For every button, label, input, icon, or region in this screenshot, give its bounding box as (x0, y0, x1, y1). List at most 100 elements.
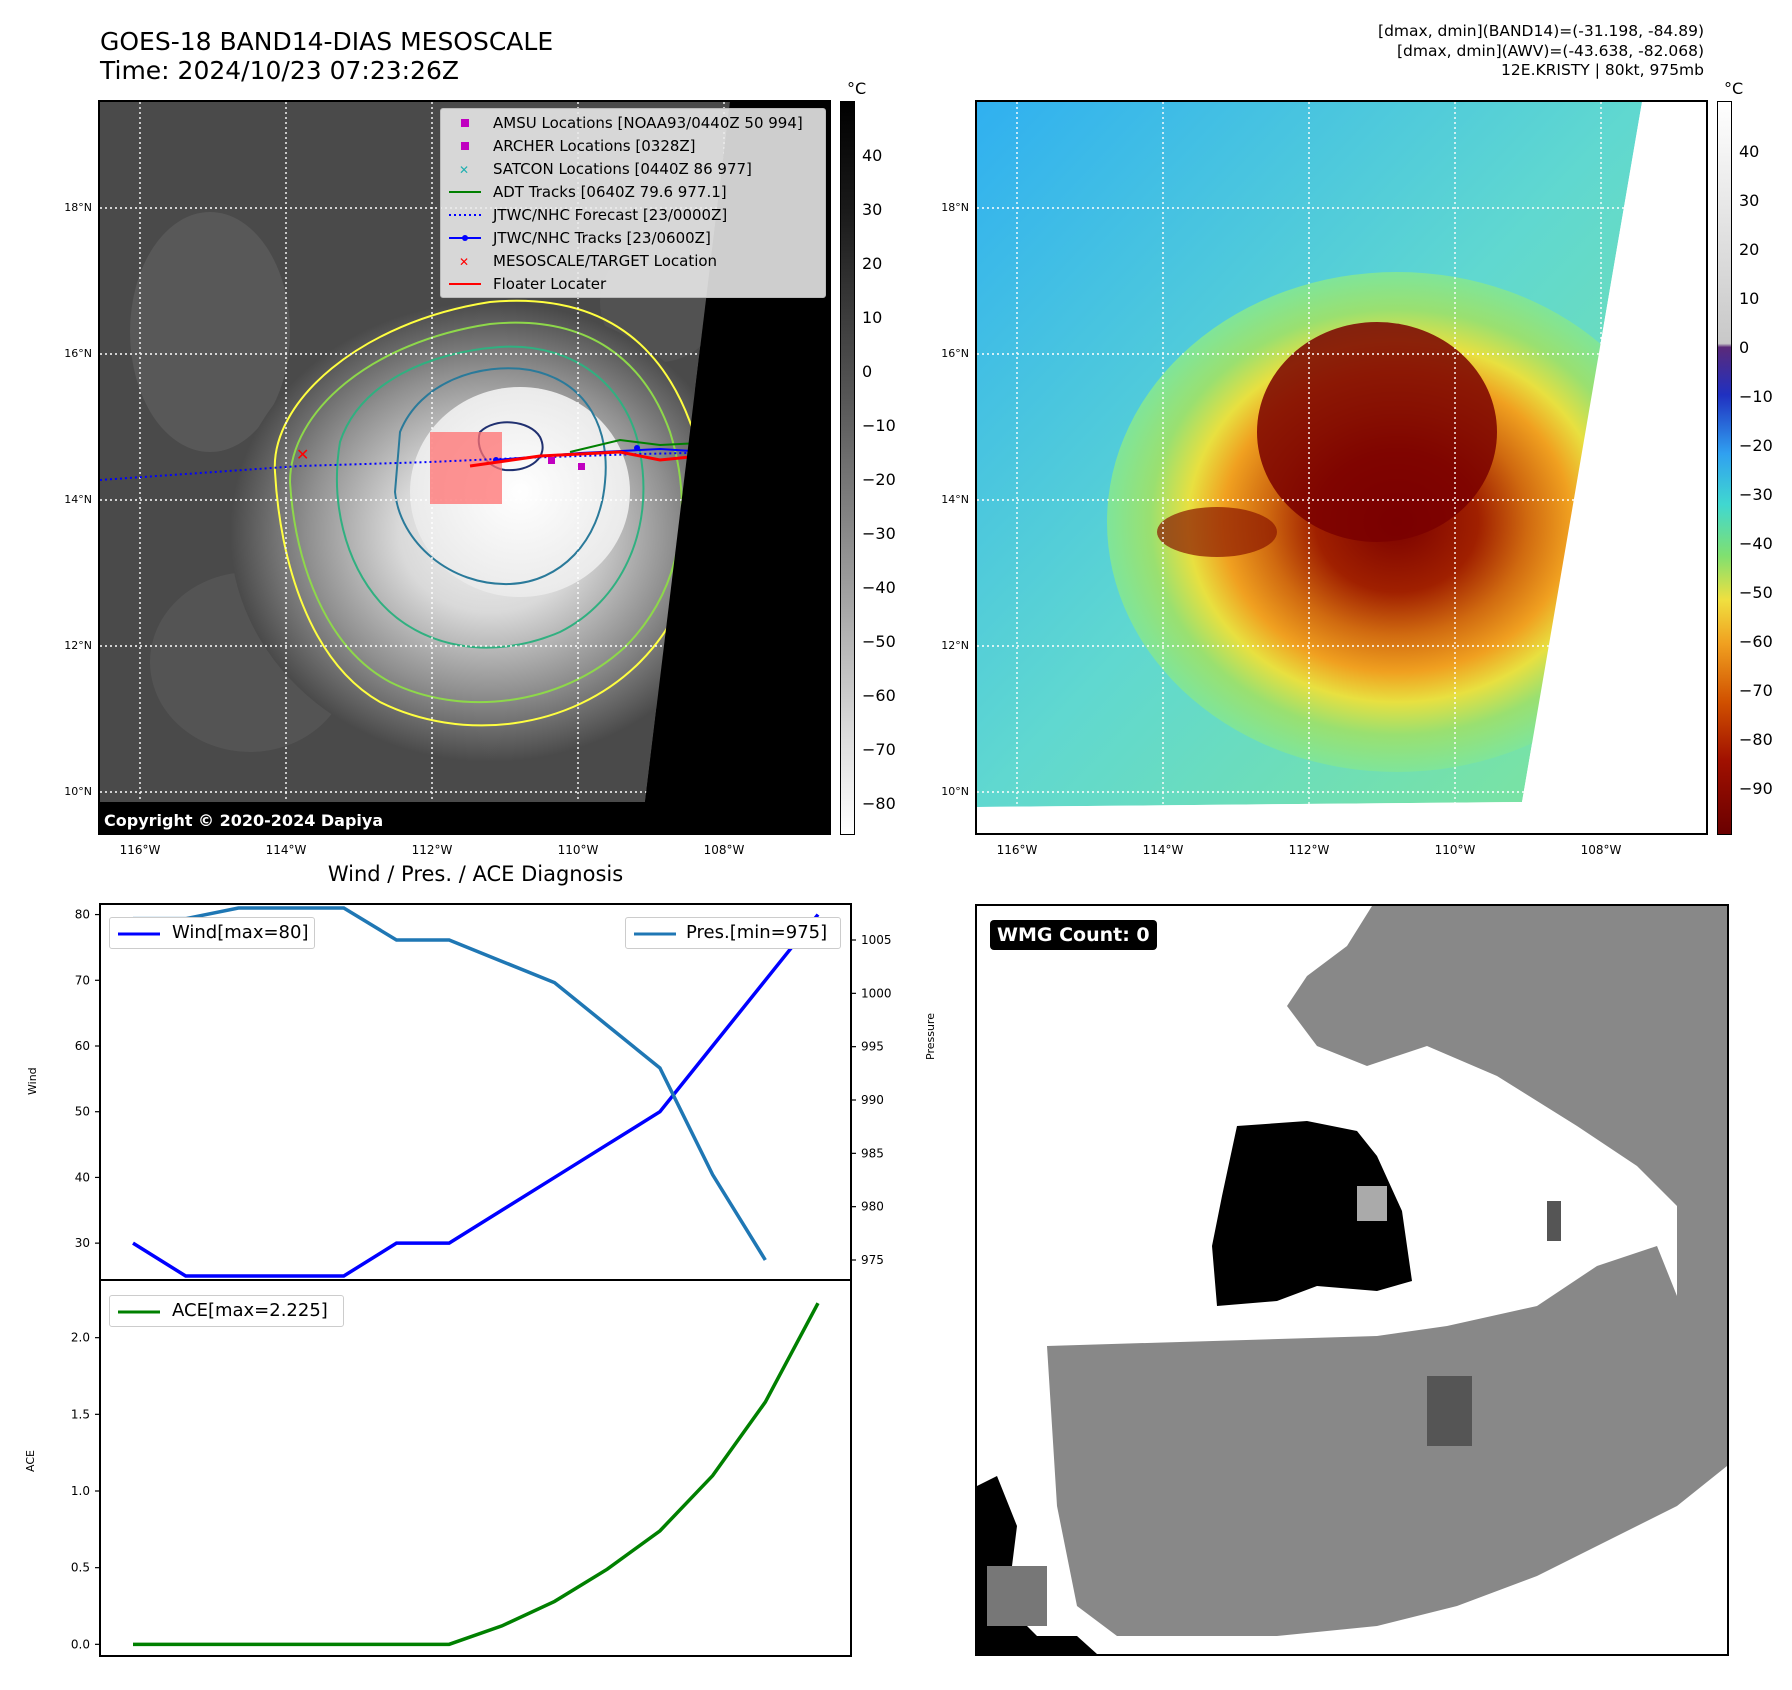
ir-map-panel: ✕ ✕ AMSU Locations [NOAA93/0440Z 50 994]… (98, 100, 831, 835)
cbl-tick: −30 (862, 524, 896, 543)
cbr-tick: −40 (1739, 534, 1773, 553)
ace-axis-label: ACE (24, 1450, 37, 1472)
pressure-legend-label: Pres.[min=975] (686, 922, 828, 943)
stats-block: [dmax, dmin](BAND14)=(-31.198, -84.89) [… (1378, 22, 1704, 81)
enh-gridlines (977, 102, 1706, 833)
cbr-tick: −50 (1739, 583, 1773, 602)
ace-legend: ACE[max=2.225] (109, 1295, 344, 1327)
cbr-tick: 0 (1739, 338, 1750, 357)
svg-text:✕: ✕ (459, 163, 469, 177)
cbr-tick: −90 (1739, 779, 1773, 798)
contour-teal (335, 345, 645, 649)
lat-label-12: 12°N (64, 639, 92, 652)
pressure-tick-label: 1005 (861, 933, 892, 947)
cbr-tick: −20 (1739, 436, 1773, 455)
target-marker: ✕ (296, 445, 309, 464)
pressure-line (133, 906, 767, 1261)
wmg-black-region (1212, 1121, 1412, 1306)
lat-label-12-r: 12°N (941, 639, 969, 652)
cbr-tick: 40 (1739, 142, 1760, 161)
lon-label-112-r: 112°W (1288, 843, 1330, 857)
ace-tick-label: 2.0 (71, 1331, 90, 1345)
wmg-gray-region-bottom (1047, 1246, 1727, 1636)
cbr-tick: −70 (1739, 681, 1773, 700)
copyright-label: Copyright © 2020-2024 Dapiya (100, 809, 390, 833)
lon-label-110: 110°W (557, 843, 599, 857)
lon-label-110-r: 110°W (1434, 843, 1476, 857)
title-line-2: Time: 2024/10/23 07:23:26Z (100, 56, 459, 85)
lon-label-114: 114°W (265, 843, 307, 857)
archer-marker (578, 463, 585, 470)
wmg-panel: WMG Count: 0 (975, 904, 1729, 1656)
cbr-tick: 30 (1739, 191, 1760, 210)
cbl-tick: 20 (862, 254, 883, 273)
cbl-tick: −80 (862, 794, 896, 813)
colorbar-right (1717, 101, 1732, 835)
cbl-tick: −70 (862, 740, 896, 759)
cbl-tick: 30 (862, 200, 883, 219)
ace-tick-label: 1.0 (71, 1484, 90, 1498)
forecast-track (100, 449, 829, 481)
lon-label-108: 108°W (703, 843, 745, 857)
wind-legend: Wind[max=80] (109, 917, 315, 949)
lat-label-16-r: 16°N (941, 347, 969, 360)
figure-title: GOES-18 BAND14-DIAS MESOSCALE Time: 2024/… (100, 27, 553, 85)
cbr-tick: −60 (1739, 632, 1773, 651)
lon-label-108-r: 108°W (1580, 843, 1622, 857)
cbr-tick: −10 (1739, 387, 1773, 406)
mesoscale-box (430, 432, 502, 504)
ace-tick-label: 1.5 (71, 1407, 90, 1421)
lon-label-114-r: 114°W (1142, 843, 1184, 857)
diagnosis-chart: 30 40 50 60 70 80 975 980 985 990 995 1000 1005 0.0 0.… (71, 903, 892, 1657)
lat-label-18-r: 18°N (941, 201, 969, 214)
wmg-gray-region-top (1287, 906, 1727, 1466)
colorbar-left-unit: °C (847, 79, 867, 98)
ace-line (133, 1302, 820, 1647)
cbl-tick: −50 (862, 632, 896, 651)
pressure-tick-label: 990 (861, 1093, 884, 1107)
wind-tick-label: 70 (75, 973, 90, 987)
ace-legend-label: ACE[max=2.225] (172, 1300, 328, 1321)
wind-axis-label: Wind (26, 1067, 39, 1095)
cbr-tick: 10 (1739, 289, 1760, 308)
wind-tick-label: 60 (75, 1039, 90, 1053)
lat-label-10: 10°N (64, 785, 92, 798)
cbl-tick: −40 (862, 578, 896, 597)
contour-blue (393, 367, 607, 586)
title-line-1: GOES-18 BAND14-DIAS MESOSCALE (100, 27, 554, 56)
lat-label-14-r: 14°N (941, 493, 969, 506)
cbl-tick: 40 (862, 146, 883, 165)
stats-line-2: [dmax, dmin](AWV)=(-43.638, -82.068) (1397, 41, 1704, 60)
colorbar-right-unit: °C (1724, 79, 1744, 98)
pressure-tick-label: 980 (861, 1200, 884, 1214)
enhanced-map-panel (975, 100, 1708, 835)
lon-label-116-r: 116°W (996, 843, 1038, 857)
wind-legend-label: Wind[max=80] (172, 922, 309, 943)
wind-tick-label: 80 (75, 908, 90, 922)
wmg-image (977, 906, 1727, 1654)
lat-label-14: 14°N (64, 493, 92, 506)
wind-pressure-frame (99, 903, 852, 1281)
pressure-tick-label: 985 (861, 1146, 884, 1160)
cbr-tick: −80 (1739, 730, 1773, 749)
wmg-count-badge: WMG Count: 0 (990, 920, 1157, 950)
lon-label-116: 116°W (119, 843, 161, 857)
wind-line (132, 913, 820, 1278)
ace-tick-label: 0.0 (71, 1637, 90, 1651)
lat-label-10-r: 10°N (941, 785, 969, 798)
enhanced-map-image (977, 102, 1706, 833)
cbl-tick: −10 (862, 416, 896, 435)
lon-label-112: 112°W (411, 843, 453, 857)
amsu-marker (548, 457, 555, 464)
lat-label-18: 18°N (64, 201, 92, 214)
pressure-axis-label: Pressure (924, 1013, 937, 1060)
cbl-tick: 0 (862, 362, 873, 381)
pressure-legend: Pres.[min=975] (625, 917, 841, 949)
svg-text:✕: ✕ (459, 255, 469, 269)
cbr-tick: 20 (1739, 240, 1760, 259)
diag-title: Wind / Pres. / ACE Diagnosis (327, 862, 624, 886)
pressure-tick-label: 995 (861, 1040, 884, 1054)
cbr-tick: −30 (1739, 485, 1773, 504)
pressure-tick-label: 975 (861, 1253, 884, 1267)
stats-line-3: 12E.KRISTY | 80kt, 975mb (1501, 61, 1704, 79)
